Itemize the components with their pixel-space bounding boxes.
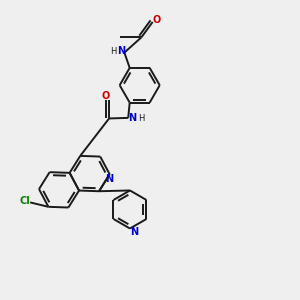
Text: O: O [152,15,160,25]
Text: N: N [105,174,113,184]
Text: H: H [138,114,144,123]
Text: O: O [101,91,110,101]
Text: N: N [117,46,125,56]
Text: H: H [111,47,117,56]
Text: N: N [130,227,138,237]
Text: N: N [128,113,136,124]
Text: Cl: Cl [20,196,30,206]
